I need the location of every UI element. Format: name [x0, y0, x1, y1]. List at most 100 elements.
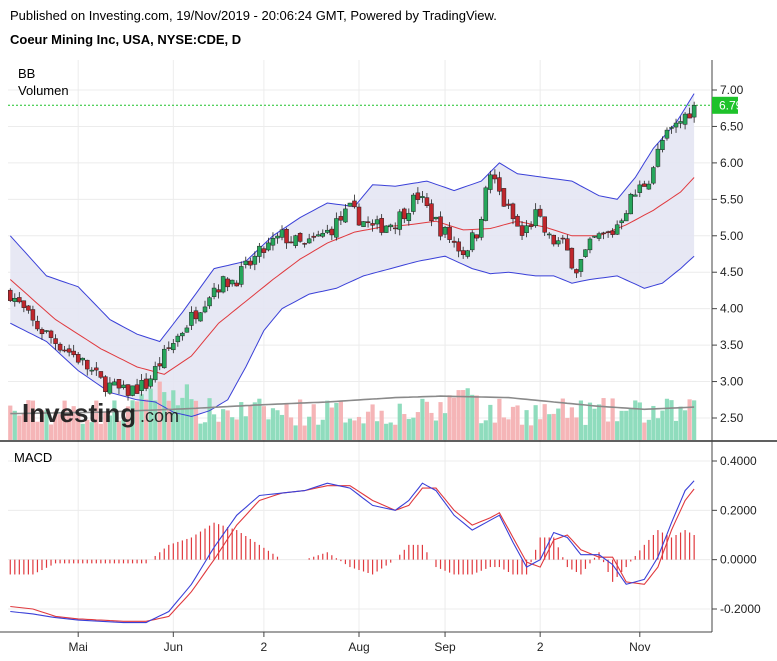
candle	[565, 234, 570, 251]
volume-bar	[533, 405, 538, 440]
volume-bar	[89, 422, 94, 440]
candle-body	[180, 332, 185, 337]
volume-bar	[243, 416, 248, 440]
candle-body	[592, 235, 597, 238]
volume-bar	[646, 419, 651, 440]
candle-body	[162, 348, 167, 369]
volume-bar	[619, 410, 624, 440]
volume-bar	[628, 408, 633, 440]
volume-bar	[406, 419, 411, 440]
volume-bar	[506, 419, 511, 440]
indicator-label-macd[interactable]: MACD	[14, 450, 52, 465]
candle-body	[628, 193, 633, 215]
volume-bar	[470, 394, 475, 440]
candle-body	[669, 127, 674, 129]
volume-bar	[125, 406, 131, 440]
candle-body	[352, 200, 357, 208]
candle-body	[243, 260, 249, 265]
candle	[379, 214, 384, 236]
volume-bar	[216, 421, 221, 440]
volume-bar	[637, 402, 642, 440]
candle	[275, 233, 280, 244]
volume-bar	[266, 419, 271, 440]
volume-bar	[62, 400, 67, 440]
candle-body	[578, 259, 584, 272]
candle-body	[483, 187, 489, 221]
candle-body	[125, 384, 131, 396]
volume-bar	[565, 417, 570, 440]
candle-body	[121, 384, 126, 388]
bollinger-middle-band	[9, 177, 695, 375]
volume-bar	[261, 406, 266, 440]
candle	[388, 223, 393, 232]
candle	[415, 187, 421, 205]
volume-bar	[30, 400, 36, 440]
last-price-tag: 6.79	[712, 96, 743, 114]
candle-body	[343, 208, 348, 223]
volume-bar	[438, 402, 443, 440]
volume-bar	[583, 424, 588, 440]
candle	[202, 300, 208, 314]
volume-bar	[361, 423, 366, 440]
candle-body	[98, 371, 104, 378]
time-tick-label: 2	[537, 640, 544, 654]
candle-body	[479, 218, 484, 238]
candle	[44, 330, 49, 334]
candle	[614, 220, 620, 236]
volume-bar	[375, 421, 380, 440]
volume-bar	[234, 419, 239, 440]
candle	[30, 305, 36, 327]
candle-body	[633, 194, 638, 197]
bollinger-lower-band	[10, 255, 695, 418]
candle-body	[103, 376, 108, 392]
bollinger-upper-band	[9, 93, 695, 343]
candle-body	[469, 232, 475, 251]
volume-bar	[651, 405, 656, 440]
candle-body	[465, 250, 470, 257]
candle	[451, 236, 457, 248]
candle-body	[302, 243, 307, 245]
candle	[655, 143, 661, 168]
indicator-label-bb[interactable]: BB	[18, 66, 35, 81]
candle-body	[44, 330, 49, 332]
candle-body	[261, 248, 267, 253]
candle	[26, 305, 31, 314]
candle	[80, 357, 85, 366]
candle-body	[112, 381, 117, 386]
volume-bar	[370, 404, 375, 440]
candle-body	[184, 327, 190, 333]
candle	[306, 233, 312, 244]
candle	[474, 234, 480, 242]
candle	[601, 231, 606, 240]
volume-bar	[673, 420, 679, 440]
volume-bar	[605, 421, 611, 440]
candle	[515, 214, 520, 227]
candle-body	[329, 228, 335, 236]
candle	[180, 331, 185, 341]
volume-bar	[112, 400, 117, 440]
volume-bar	[293, 425, 298, 440]
volume-bar	[80, 423, 85, 440]
candle-body	[107, 382, 113, 394]
price-tick-label: 2.50	[720, 411, 744, 425]
candle	[411, 192, 416, 215]
volume-bar	[347, 418, 353, 440]
volume-bar	[189, 399, 194, 440]
candle-body	[560, 237, 566, 240]
volume-bar	[442, 413, 448, 440]
indicator-label-volume[interactable]: Volumen	[18, 83, 69, 98]
macd-signal-line	[10, 485, 695, 622]
candle-body	[402, 208, 407, 220]
candle-body	[501, 188, 507, 207]
candle	[370, 219, 375, 232]
candle-body	[94, 367, 99, 371]
volume-bar	[538, 419, 543, 440]
candle	[143, 373, 149, 392]
candle	[35, 315, 40, 332]
macd-tick-label: -0.2000	[720, 602, 761, 616]
time-tick-label: Nov	[629, 640, 650, 654]
candle	[39, 327, 45, 340]
candle-body	[80, 357, 85, 361]
candle-body	[39, 329, 45, 335]
